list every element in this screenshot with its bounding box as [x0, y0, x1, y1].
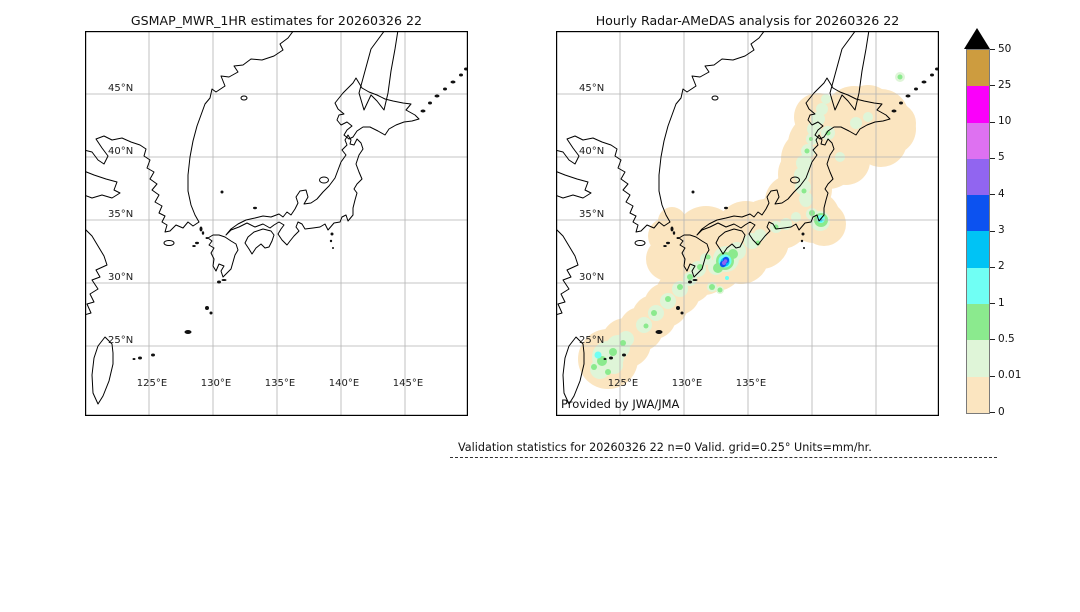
graticule [85, 31, 468, 416]
colorbar-tick [990, 266, 995, 268]
colorbar-overflow-triangle-icon [964, 28, 990, 49]
colorbar-tick-label: 25 [998, 78, 1012, 91]
lon-tick-label: 125°E [608, 378, 638, 389]
colorbar-tick-label: 3 [998, 224, 1005, 236]
colorbar-tick [990, 121, 995, 123]
colorbar-tick-label: 1 [998, 296, 1005, 309]
precip-colorbar: 50 25 10 5 4 3 2 1 0.5 0.01 0 [960, 26, 1078, 426]
colorbar-scale [966, 49, 990, 414]
lon-tick-label: 140°E [329, 378, 359, 389]
colorbar-segment-25-50 [967, 50, 989, 87]
colorbar-segment-1-2 [967, 267, 989, 305]
lon-tick-label: 125°E [137, 378, 167, 389]
colorbar-tick-label: 5 [998, 151, 1005, 164]
colorbar-tick [990, 303, 995, 305]
colorbar-tick [990, 49, 995, 50]
validation-statistics-text: Validation statistics for 20260326 22 n=… [458, 441, 872, 454]
lon-tick-label: 130°E [201, 378, 231, 389]
lat-tick-label: 35°N [108, 209, 133, 220]
data-credit: Provided by JWA/JMA [561, 397, 680, 411]
lon-tick-label: 130°E [672, 378, 702, 389]
colorbar-tick-label: 50 [998, 42, 1012, 55]
colorbar-tick [990, 375, 995, 377]
lat-tick-label: 40°N [108, 146, 133, 157]
lat-tick-label: 45°N [579, 83, 604, 94]
lat-tick-label: 30°N [579, 272, 604, 283]
precipitation-field [578, 72, 916, 389]
colorbar-tick [990, 412, 995, 413]
colorbar-tick [990, 85, 995, 87]
colorbar-tick [990, 339, 995, 341]
radar-amedas-analysis-map: 45°N 40°N 35°N 30°N 25°N 125°E 130°E 135°E [556, 31, 939, 416]
colorbar-tick-label: 0.5 [998, 332, 1015, 345]
lon-tick-label: 145°E [393, 378, 423, 389]
coastline [85, 31, 468, 405]
lat-tick-label: 35°N [579, 209, 604, 220]
colorbar-segment-0.5-1 [967, 304, 989, 341]
lat-tick-label: 40°N [579, 146, 604, 157]
colorbar-tick-label: 0.01 [998, 369, 1022, 382]
colorbar-tick [990, 157, 995, 159]
lat-tick-label: 30°N [108, 272, 133, 283]
colorbar-tick-label: 4 [998, 187, 1005, 200]
validation-statistics-line: Validation statistics for 20260326 22 n=… [450, 441, 997, 458]
colorbar-segment-10-25 [967, 86, 989, 123]
tick-labels: 45°N 40°N 35°N 30°N 25°N 125°E 130°E 135°E 140°E… [108, 83, 423, 389]
tick-labels: 45°N 40°N 35°N 30°N 25°N 125°E 130°E 135°E [579, 83, 766, 389]
colorbar-segment-3-4 [967, 195, 989, 232]
colorbar-tick-label: 10 [998, 115, 1012, 128]
colorbar-tick-label: 2 [998, 260, 1005, 273]
colorbar-tick [990, 230, 995, 232]
colorbar-tick [990, 194, 995, 196]
lat-tick-label: 25°N [579, 335, 604, 346]
lat-tick-label: 45°N [108, 83, 133, 94]
colorbar-segment-0-0.01 [967, 376, 989, 413]
gsmap-estimate-map: 45°N 40°N 35°N 30°N 25°N 125°E 130°E 135°E 140°E… [85, 31, 468, 416]
left-panel-title: GSMAP_MWR_1HR estimates for 20260326 22 [130, 13, 423, 28]
colorbar-segment-4-5 [967, 158, 989, 196]
colorbar-segment-0.01-0.5 [967, 340, 989, 377]
precip-level-4-5 [722, 259, 728, 265]
lat-tick-label: 25°N [108, 335, 133, 346]
colorbar-segment-2-3 [967, 231, 989, 268]
lon-tick-label: 135°E [265, 378, 295, 389]
lon-tick-label: 135°E [736, 378, 766, 389]
colorbar-tick-label: 0 [998, 405, 1005, 418]
right-panel-title: Hourly Radar-AMeDAS analysis for 2026032… [595, 13, 900, 28]
colorbar-segment-5-10 [967, 122, 989, 159]
